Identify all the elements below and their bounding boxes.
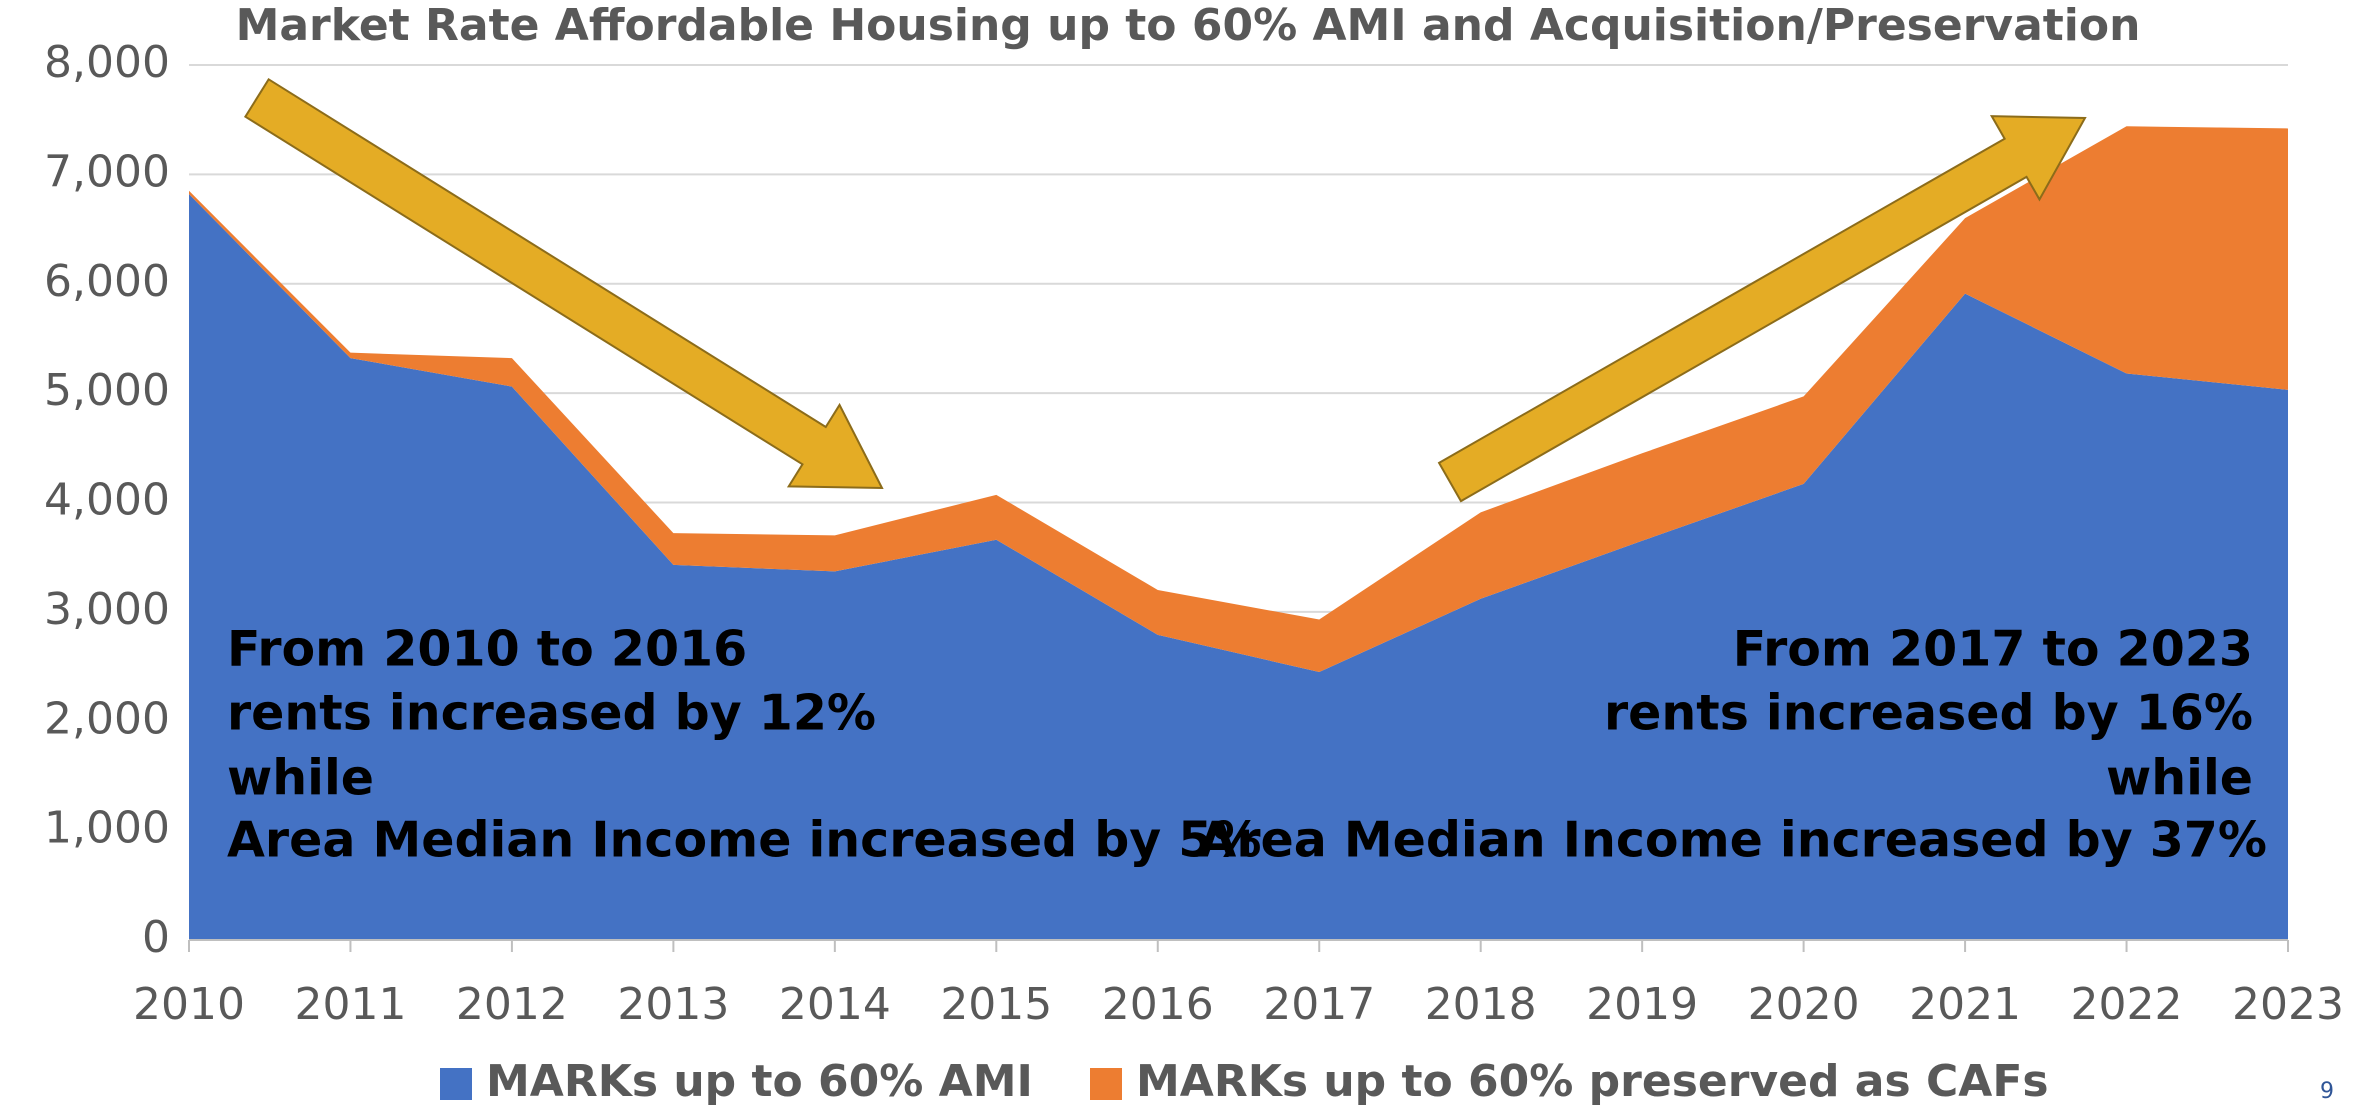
x-tick-label: 2015 [940,979,1052,1030]
legend-swatch [1090,1068,1122,1100]
page-number: 9 [2320,1079,2334,1104]
arrows [243,77,2087,503]
x-tick-label: 2023 [2232,979,2344,1030]
annotation: From 2010 to 2016 [227,621,747,678]
y-tick-label: 3,000 [44,584,170,635]
x-tick-label: 2021 [1909,979,2021,1030]
y-tick-label: 6,000 [44,256,170,307]
y-tick-label: 2,000 [44,693,170,744]
annotation: rents increased by 16% [1604,685,2253,742]
y-tick-label: 1,000 [44,803,170,854]
x-tick-label: 2014 [779,979,891,1030]
y-tick-label: 7,000 [44,146,170,197]
annotation: while [2106,750,2253,807]
legend-swatch [440,1068,472,1100]
annotation: Area Median Income increased by 37% [1198,812,2267,869]
x-tick-label: 2012 [456,979,568,1030]
area [189,194,2288,940]
x-tick-label: 2018 [1425,979,1537,1030]
x-tick-label: 2013 [617,979,729,1030]
x-tick-label: 2010 [133,979,245,1030]
x-tick-label: 2016 [1102,979,1214,1030]
y-tick-label: 0 [142,912,170,963]
arrow [1437,115,2087,503]
x-tick-label: 2020 [1748,979,1860,1030]
annotation: From 2017 to 2023 [1733,621,2253,678]
legend-label: MARKs up to 60% preserved as CAFs [1136,1056,2049,1105]
y-tick-label: 5,000 [44,365,170,416]
annotation: while [227,750,374,807]
annotation: Area Median Income increased by 5% [227,812,1261,869]
annotation: rents increased by 12% [227,685,876,742]
x-tick-label: 2017 [1263,979,1375,1030]
y-tick-label: 4,000 [44,475,170,526]
x-tick-label: 2022 [2071,979,2183,1030]
area [189,126,2288,673]
x-tick-label: 2019 [1586,979,1698,1030]
legend-label: MARKs up to 60% AMI [486,1056,1033,1105]
y-tick-label: 8,000 [44,37,170,88]
x-tick-label: 2011 [294,979,406,1030]
arrow [243,77,884,490]
chart-title: Market Rate Affordable Housing up to 60%… [236,0,2141,51]
